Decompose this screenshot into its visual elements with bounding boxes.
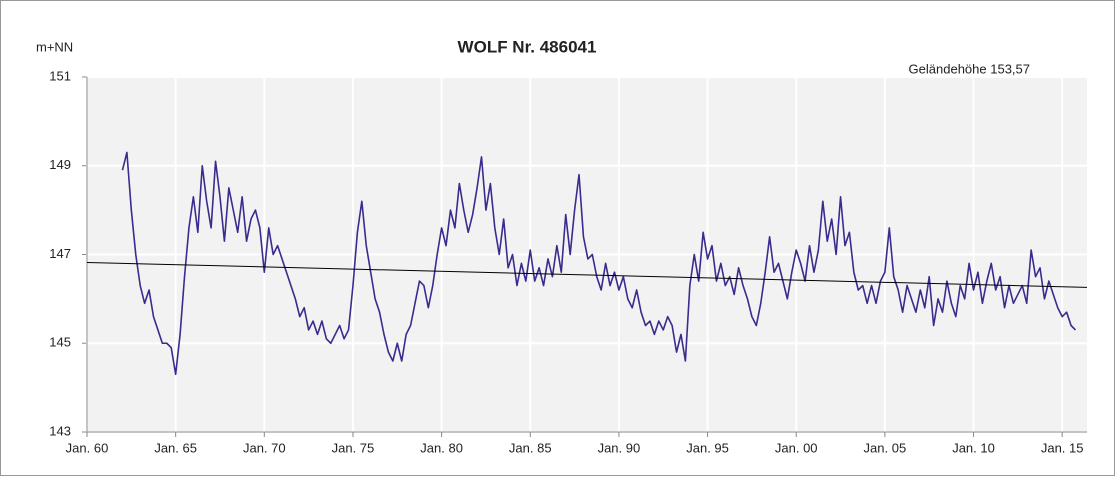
y-tick-label: 151: [49, 68, 71, 83]
x-tick-label: Jan. 60: [66, 440, 109, 455]
x-tick-label: Jan. 70: [243, 440, 286, 455]
annotation: Geländehöhe 153,57: [909, 61, 1030, 76]
x-tick-label: Jan. 15: [1041, 440, 1084, 455]
x-tick-label: Jan. 10: [952, 440, 995, 455]
y-tick-label: 149: [49, 157, 71, 172]
x-tick-label: Jan. 95: [686, 440, 729, 455]
x-tick-label: Jan. 00: [775, 440, 818, 455]
x-tick-label: Jan. 85: [509, 440, 552, 455]
y-axis-label: m+NN: [36, 39, 73, 54]
x-tick-label: Jan. 80: [420, 440, 463, 455]
chart-title: WOLF Nr. 486041: [458, 37, 597, 56]
data-line: [121, 151, 1077, 376]
x-tick-label: Jan. 05: [864, 440, 907, 455]
x-tick-label: Jan. 75: [332, 440, 375, 455]
trend-line: [86, 261, 1088, 288]
x-tick-label: Jan. 90: [598, 440, 641, 455]
x-tick-label: Jan. 65: [154, 440, 197, 455]
y-tick-label: 147: [49, 246, 71, 261]
y-tick-label: 145: [49, 335, 71, 350]
y-tick-label: 143: [49, 423, 71, 438]
